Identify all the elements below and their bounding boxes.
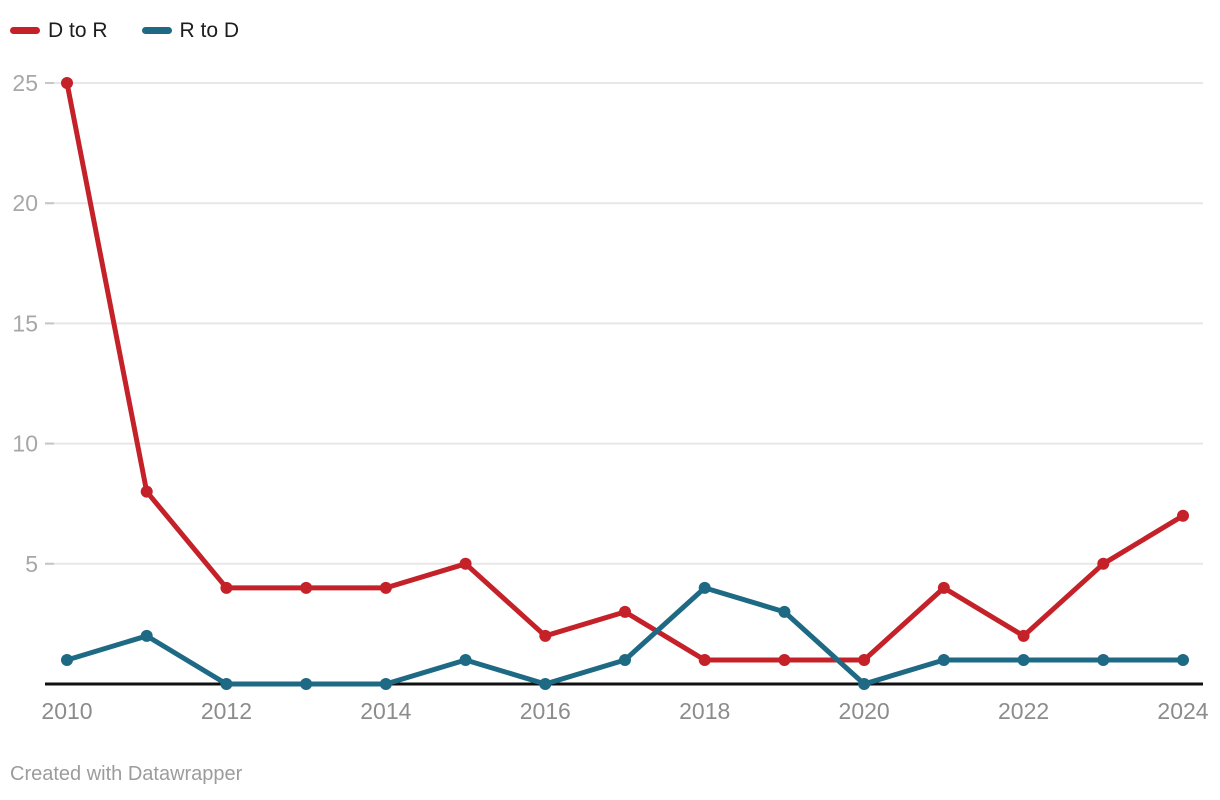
x-tick-label: 2016 bbox=[520, 698, 571, 724]
data-point-d-to-r-2021[interactable] bbox=[937, 581, 950, 594]
data-point-d-to-r-2015[interactable] bbox=[459, 557, 472, 570]
data-point-r-to-d-2013[interactable] bbox=[300, 678, 313, 690]
data-point-r-to-d-2022[interactable] bbox=[1017, 653, 1030, 666]
datawrapper-attribution[interactable]: Created with Datawrapper bbox=[10, 763, 243, 785]
data-point-r-to-d-2020[interactable] bbox=[858, 678, 871, 690]
legend-swatch-r-to-d-icon bbox=[141, 27, 172, 34]
legend-swatch-d-to-r-icon bbox=[10, 27, 40, 34]
data-point-d-to-r-2011[interactable] bbox=[140, 485, 153, 498]
data-point-r-to-d-2019[interactable] bbox=[778, 605, 791, 618]
y-tick-label: 15 bbox=[12, 310, 38, 336]
data-point-d-to-r-2022[interactable] bbox=[1017, 629, 1030, 642]
data-point-d-to-r-2019[interactable] bbox=[778, 653, 791, 666]
x-tick-label: 2024 bbox=[1157, 698, 1208, 724]
data-point-d-to-r-2023[interactable] bbox=[1097, 557, 1110, 570]
series-line-r-to-d bbox=[64, 585, 1186, 687]
legend-item-r-to-d: R to D bbox=[141, 19, 240, 42]
data-point-r-to-d-2018[interactable] bbox=[698, 581, 711, 594]
data-point-d-to-r-2024[interactable] bbox=[1177, 509, 1189, 522]
data-point-d-to-r-2013[interactable] bbox=[300, 581, 313, 594]
data-point-r-to-d-2012[interactable] bbox=[220, 678, 233, 690]
x-tick-label: 2010 bbox=[41, 698, 92, 724]
data-point-r-to-d-2021[interactable] bbox=[937, 653, 950, 666]
data-point-r-to-d-2024[interactable] bbox=[1177, 653, 1189, 666]
data-point-r-to-d-2023[interactable] bbox=[1097, 653, 1110, 666]
data-point-r-to-d-2010[interactable] bbox=[61, 653, 73, 666]
data-point-d-to-r-2012[interactable] bbox=[220, 581, 233, 594]
y-tick-label: 25 bbox=[12, 70, 38, 96]
x-tick-label: 2014 bbox=[360, 698, 411, 724]
data-point-r-to-d-2015[interactable] bbox=[459, 653, 472, 666]
x-tick-label: 2018 bbox=[679, 698, 730, 724]
data-point-d-to-r-2018[interactable] bbox=[698, 653, 711, 666]
data-point-r-to-d-2011[interactable] bbox=[140, 629, 153, 642]
data-point-d-to-r-2020[interactable] bbox=[858, 653, 871, 666]
y-tick-label: 10 bbox=[12, 431, 38, 457]
y-tick-label: 5 bbox=[25, 551, 38, 577]
y-tick-label: 20 bbox=[12, 190, 38, 216]
x-tick-label: 2022 bbox=[998, 698, 1049, 724]
series-d-to-r[interactable] bbox=[61, 77, 1189, 666]
data-point-r-to-d-2016[interactable] bbox=[539, 678, 552, 690]
data-point-d-to-r-2010[interactable] bbox=[61, 77, 73, 89]
data-point-r-to-d-2017[interactable] bbox=[619, 653, 631, 666]
x-tick-label: 2012 bbox=[201, 698, 252, 724]
series-line-d-to-r bbox=[64, 80, 1186, 663]
x-tick-labels: 2010 2012 2014 2016 2018 2020 2022 2024 bbox=[41, 698, 1208, 724]
legend-label-r-to-d: R to D bbox=[179, 19, 240, 42]
line-chart: 5 10 15 20 25 2010 2012 2014 2016 2018 2020 2022 202… bbox=[12, 70, 1208, 724]
legend: D to R R to D bbox=[10, 20, 239, 41]
x-tick-label: 2020 bbox=[839, 698, 890, 724]
data-point-r-to-d-2014[interactable] bbox=[379, 678, 392, 690]
legend-label-d-to-r: D to R bbox=[48, 19, 108, 42]
series-r-to-d[interactable] bbox=[61, 581, 1189, 690]
y-gridlines: 5 10 15 20 25 bbox=[12, 70, 1203, 577]
legend-item-d-to-r: D to R bbox=[10, 20, 108, 41]
data-point-d-to-r-2016[interactable] bbox=[539, 629, 552, 642]
data-point-d-to-r-2014[interactable] bbox=[379, 581, 392, 594]
data-point-d-to-r-2017[interactable] bbox=[619, 605, 631, 618]
